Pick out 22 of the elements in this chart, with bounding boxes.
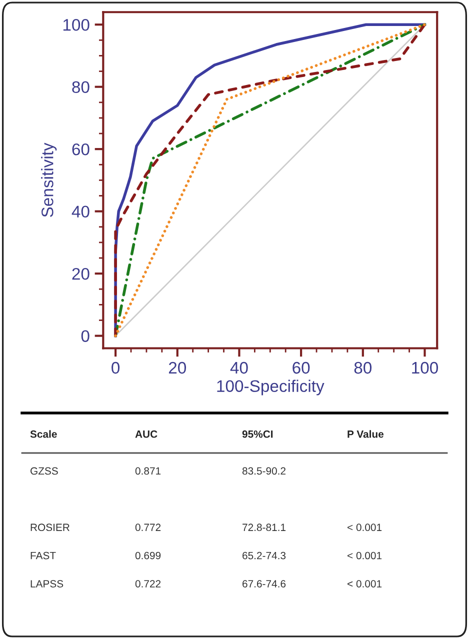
x-axis-title: 100-Specificity	[217, 380, 324, 396]
x-tick-label: 0	[112, 362, 120, 374]
x-tick-label: 40	[230, 362, 248, 374]
y-tick-label: 60	[72, 143, 90, 156]
text: 0.871 0.772 0.699 0.722	[135, 467, 161, 588]
y-tick-label: 80	[72, 81, 90, 94]
text: AUC	[135, 430, 158, 438]
text: GZSS ROSIER FAST LAPSS	[30, 467, 70, 588]
text: 95%CI	[242, 430, 273, 438]
x-tick-label: 60	[292, 362, 310, 374]
y-tick-label: 0	[81, 330, 90, 342]
y-tick-label: 20	[72, 268, 90, 280]
x-tick-label: 100	[412, 362, 438, 374]
text: < 0.001 < 0.001 < 0.001	[348, 524, 382, 588]
x-tick-label: 20	[168, 362, 186, 374]
y-axis-title: Sensitivity	[41, 142, 57, 217]
text: P Value	[348, 430, 384, 438]
text: 83.5-90.2 72.8-81.1 65.2-74.3 67.6-74.6	[242, 467, 286, 588]
text: Scale	[30, 430, 57, 438]
x-tick-label: 80	[354, 362, 372, 374]
y-tick-label: 40	[72, 206, 90, 218]
y-tick-label: 100	[63, 18, 90, 31]
